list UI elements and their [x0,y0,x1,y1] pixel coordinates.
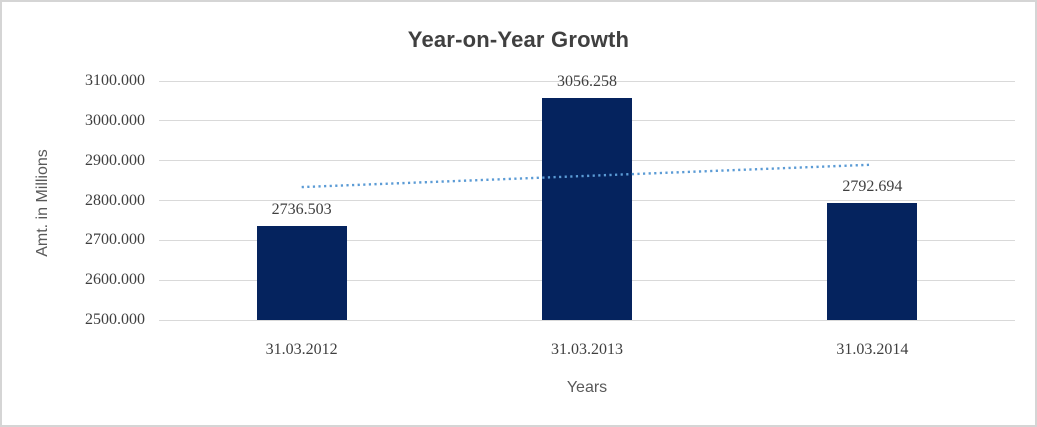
data-label: 2792.694 [842,178,903,196]
y-axis-tick-label: 2700.000 [85,231,145,249]
bar-31.03.2012 [256,225,347,320]
data-label: 3056.258 [557,73,617,91]
y-axis-tick-label: 3000.000 [85,111,145,129]
gridline [159,319,1015,321]
y-axis-title: Amt. in Millions [34,149,51,257]
y-axis-tick-label: 2500.000 [85,311,145,328]
bar-31.03.2013 [542,98,632,320]
gridline [159,80,1015,82]
x-axis-tick-label: 31.03.2012 [265,341,338,358]
y-axis-tick-label: 2900.000 [85,151,145,169]
x-axis-tick-label: 31.03.2013 [551,341,623,358]
bar-31.03.2014 [827,203,918,320]
y-axis-tick-label: 2800.000 [85,191,145,209]
chart-title: Year-on-Year Growth [407,27,630,52]
y-axis-tick-label: 3100.000 [85,72,145,89]
x-axis-title: Years [566,379,608,396]
data-label: 2736.503 [271,200,332,218]
x-axis-tick-label: 31.03.2014 [836,341,909,358]
plot-area: 3100.000 3000.000 2900.000 2800.000 2700.000… [85,72,1015,358]
y-axis-tick-label: 2600.000 [85,271,145,289]
